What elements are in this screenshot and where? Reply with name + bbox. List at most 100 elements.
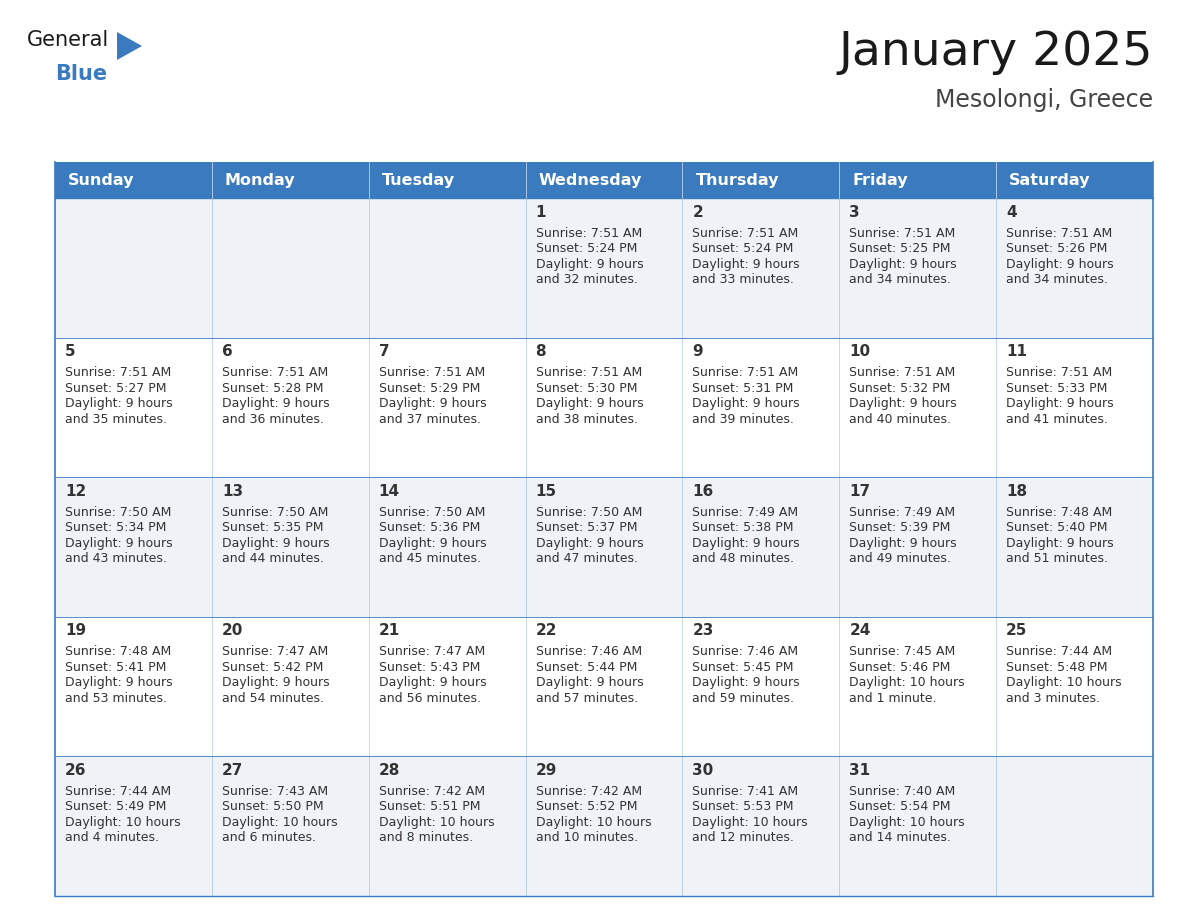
Text: Saturday: Saturday <box>1009 173 1091 187</box>
Text: Daylight: 9 hours: Daylight: 9 hours <box>536 537 643 550</box>
Text: Sunrise: 7:43 AM: Sunrise: 7:43 AM <box>222 785 328 798</box>
Text: Daylight: 9 hours: Daylight: 9 hours <box>849 258 956 271</box>
Text: and 51 minutes.: and 51 minutes. <box>1006 553 1108 565</box>
Text: 22: 22 <box>536 623 557 638</box>
Bar <box>682 162 839 198</box>
Text: Sunrise: 7:44 AM: Sunrise: 7:44 AM <box>65 785 171 798</box>
Text: Sunset: 5:24 PM: Sunset: 5:24 PM <box>693 242 794 255</box>
Text: January 2025: January 2025 <box>839 30 1154 75</box>
Text: Sunset: 5:36 PM: Sunset: 5:36 PM <box>379 521 480 534</box>
Text: Friday: Friday <box>852 173 908 187</box>
Text: 12: 12 <box>65 484 87 498</box>
Text: Sunrise: 7:51 AM: Sunrise: 7:51 AM <box>536 227 642 240</box>
Text: Daylight: 10 hours: Daylight: 10 hours <box>222 816 337 829</box>
Text: Sunset: 5:24 PM: Sunset: 5:24 PM <box>536 242 637 255</box>
Text: Sunset: 5:48 PM: Sunset: 5:48 PM <box>1006 661 1107 674</box>
Text: Sunset: 5:54 PM: Sunset: 5:54 PM <box>849 800 950 813</box>
Text: Daylight: 10 hours: Daylight: 10 hours <box>379 816 494 829</box>
Text: Sunset: 5:41 PM: Sunset: 5:41 PM <box>65 661 166 674</box>
Text: 28: 28 <box>379 763 400 778</box>
Text: 20: 20 <box>222 623 244 638</box>
Text: 19: 19 <box>65 623 86 638</box>
Text: Daylight: 9 hours: Daylight: 9 hours <box>65 537 172 550</box>
Text: 11: 11 <box>1006 344 1028 359</box>
Text: Daylight: 9 hours: Daylight: 9 hours <box>1006 258 1114 271</box>
Text: and 36 minutes.: and 36 minutes. <box>222 412 324 426</box>
Text: and 59 minutes.: and 59 minutes. <box>693 692 795 705</box>
Text: Daylight: 10 hours: Daylight: 10 hours <box>849 677 965 689</box>
Text: Sunset: 5:33 PM: Sunset: 5:33 PM <box>1006 382 1107 395</box>
Text: Sunrise: 7:49 AM: Sunrise: 7:49 AM <box>693 506 798 519</box>
Bar <box>368 162 525 198</box>
Text: and 35 minutes.: and 35 minutes. <box>65 412 168 426</box>
Text: 4: 4 <box>1006 205 1017 219</box>
Text: Sunset: 5:35 PM: Sunset: 5:35 PM <box>222 521 323 534</box>
Text: 26: 26 <box>65 763 87 778</box>
Text: 30: 30 <box>693 763 714 778</box>
Text: and 34 minutes.: and 34 minutes. <box>849 273 952 286</box>
Text: Sunset: 5:38 PM: Sunset: 5:38 PM <box>693 521 794 534</box>
Text: 10: 10 <box>849 344 871 359</box>
Text: Sunset: 5:27 PM: Sunset: 5:27 PM <box>65 382 166 395</box>
Text: Daylight: 9 hours: Daylight: 9 hours <box>693 258 800 271</box>
Text: Daylight: 9 hours: Daylight: 9 hours <box>222 537 329 550</box>
Text: Sunrise: 7:51 AM: Sunrise: 7:51 AM <box>849 366 955 379</box>
Text: Sunrise: 7:51 AM: Sunrise: 7:51 AM <box>222 366 328 379</box>
Text: Sunset: 5:49 PM: Sunset: 5:49 PM <box>65 800 166 813</box>
Text: Sunrise: 7:44 AM: Sunrise: 7:44 AM <box>1006 645 1112 658</box>
Text: Blue: Blue <box>55 64 107 84</box>
Text: Daylight: 9 hours: Daylight: 9 hours <box>693 537 800 550</box>
Text: Sunset: 5:29 PM: Sunset: 5:29 PM <box>379 382 480 395</box>
Text: 3: 3 <box>849 205 860 219</box>
Text: Daylight: 9 hours: Daylight: 9 hours <box>536 677 643 689</box>
Text: Sunset: 5:37 PM: Sunset: 5:37 PM <box>536 521 637 534</box>
Text: Monday: Monday <box>225 173 296 187</box>
Text: Sunrise: 7:51 AM: Sunrise: 7:51 AM <box>1006 366 1112 379</box>
Text: Sunrise: 7:51 AM: Sunrise: 7:51 AM <box>849 227 955 240</box>
Text: 27: 27 <box>222 763 244 778</box>
Text: and 54 minutes.: and 54 minutes. <box>222 692 324 705</box>
Text: 16: 16 <box>693 484 714 498</box>
Text: Sunset: 5:30 PM: Sunset: 5:30 PM <box>536 382 637 395</box>
Text: 24: 24 <box>849 623 871 638</box>
Text: Daylight: 9 hours: Daylight: 9 hours <box>693 677 800 689</box>
Text: Sunset: 5:34 PM: Sunset: 5:34 PM <box>65 521 166 534</box>
Text: Sunrise: 7:50 AM: Sunrise: 7:50 AM <box>222 506 328 519</box>
Bar <box>211 162 368 198</box>
Text: Daylight: 9 hours: Daylight: 9 hours <box>536 258 643 271</box>
Text: Sunday: Sunday <box>68 173 134 187</box>
Bar <box>55 162 211 198</box>
Text: 14: 14 <box>379 484 400 498</box>
Text: Sunrise: 7:41 AM: Sunrise: 7:41 AM <box>693 785 798 798</box>
Text: Sunrise: 7:51 AM: Sunrise: 7:51 AM <box>1006 227 1112 240</box>
Text: Daylight: 9 hours: Daylight: 9 hours <box>222 677 329 689</box>
Polygon shape <box>116 32 143 60</box>
Text: Sunset: 5:32 PM: Sunset: 5:32 PM <box>849 382 950 395</box>
Text: Sunrise: 7:51 AM: Sunrise: 7:51 AM <box>693 227 798 240</box>
Text: Sunrise: 7:45 AM: Sunrise: 7:45 AM <box>849 645 955 658</box>
Text: and 1 minute.: and 1 minute. <box>849 692 937 705</box>
Text: and 40 minutes.: and 40 minutes. <box>849 412 952 426</box>
Bar <box>55 198 1154 338</box>
Text: Sunrise: 7:50 AM: Sunrise: 7:50 AM <box>536 506 642 519</box>
Text: 7: 7 <box>379 344 390 359</box>
Text: Sunrise: 7:47 AM: Sunrise: 7:47 AM <box>379 645 485 658</box>
Text: Sunrise: 7:48 AM: Sunrise: 7:48 AM <box>1006 506 1112 519</box>
Text: Sunrise: 7:46 AM: Sunrise: 7:46 AM <box>693 645 798 658</box>
Text: 18: 18 <box>1006 484 1028 498</box>
Text: Sunset: 5:51 PM: Sunset: 5:51 PM <box>379 800 480 813</box>
Text: Daylight: 9 hours: Daylight: 9 hours <box>65 677 172 689</box>
Text: 5: 5 <box>65 344 76 359</box>
Text: and 43 minutes.: and 43 minutes. <box>65 553 166 565</box>
Text: Sunrise: 7:40 AM: Sunrise: 7:40 AM <box>849 785 955 798</box>
Text: and 32 minutes.: and 32 minutes. <box>536 273 638 286</box>
Text: and 45 minutes.: and 45 minutes. <box>379 553 481 565</box>
Text: Daylight: 9 hours: Daylight: 9 hours <box>379 397 486 410</box>
Text: Sunset: 5:52 PM: Sunset: 5:52 PM <box>536 800 637 813</box>
Bar <box>997 162 1154 198</box>
Text: 2: 2 <box>693 205 703 219</box>
Text: and 3 minutes.: and 3 minutes. <box>1006 692 1100 705</box>
Text: Sunset: 5:31 PM: Sunset: 5:31 PM <box>693 382 794 395</box>
Text: Sunrise: 7:48 AM: Sunrise: 7:48 AM <box>65 645 171 658</box>
Text: and 37 minutes.: and 37 minutes. <box>379 412 481 426</box>
